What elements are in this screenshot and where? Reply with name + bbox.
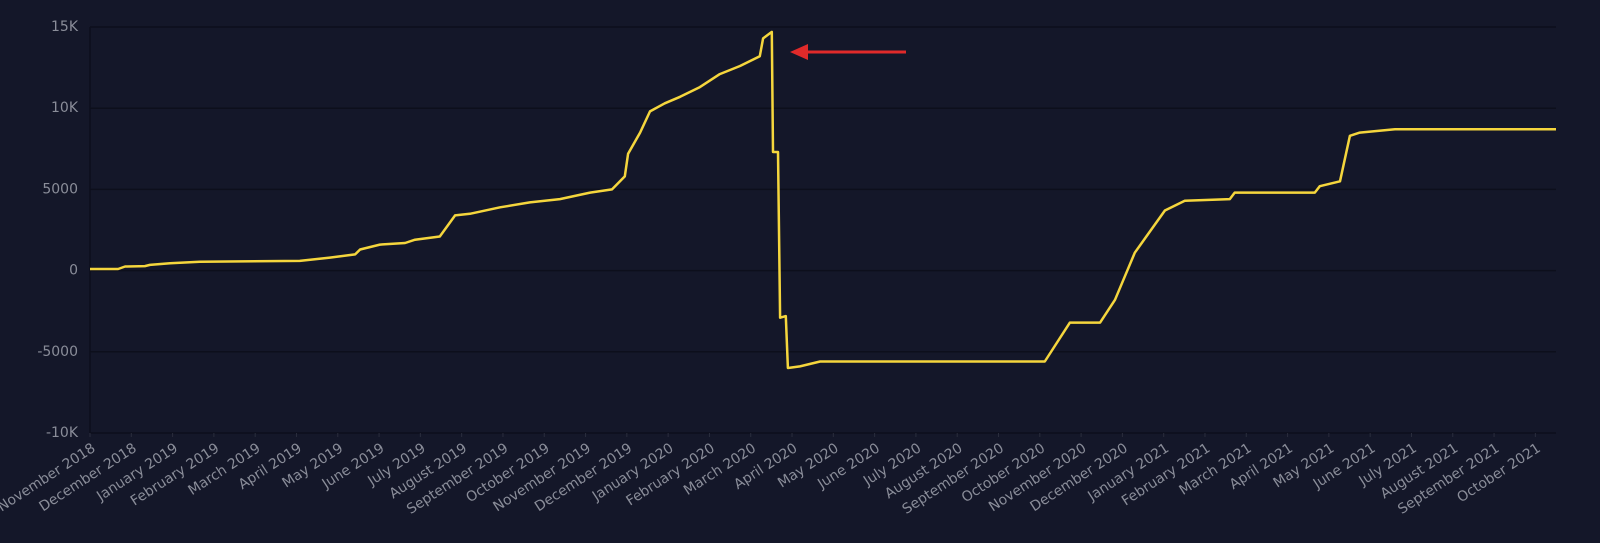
y-tick-label: -10K	[46, 425, 79, 441]
y-tick-label: 5000	[42, 181, 78, 197]
arrow-annotation	[790, 44, 906, 60]
y-tick-label: 15K	[51, 19, 79, 35]
y-tick-label: 0	[69, 263, 78, 279]
arrow-head	[790, 44, 808, 60]
y-tick-label: 10K	[51, 100, 79, 116]
data-line	[90, 30, 1556, 370]
y-tick-label: -5000	[37, 344, 78, 360]
